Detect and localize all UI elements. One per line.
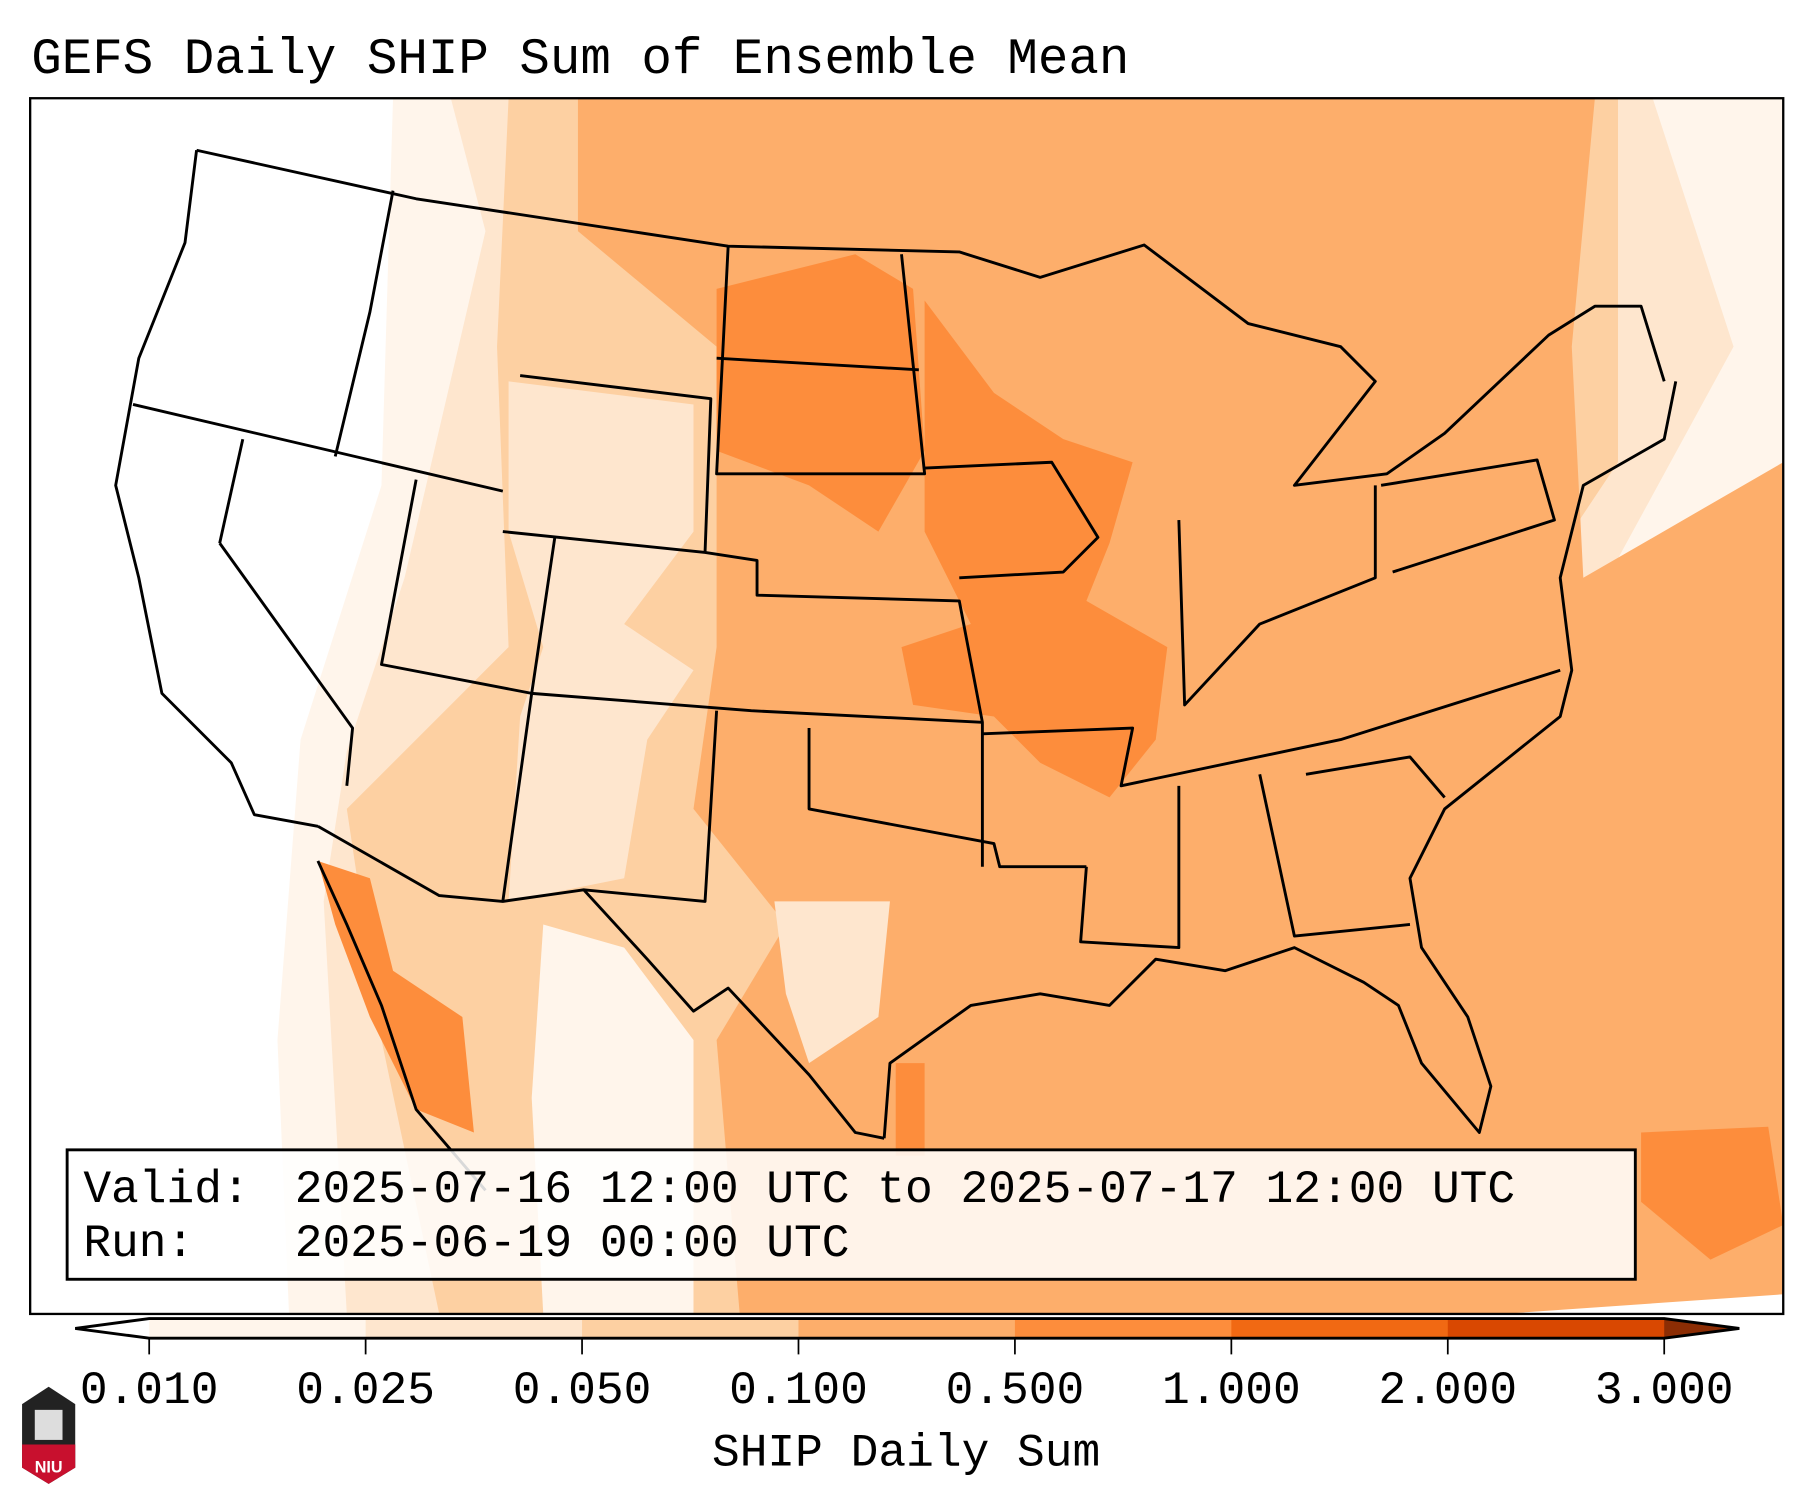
state-line: [218, 438, 245, 544]
colorbar-tick-label: 3.000: [1595, 1365, 1734, 1417]
field-light-west-inner: [508, 381, 694, 902]
colorbar-bin: [798, 1318, 1016, 1339]
field-dark-dakotas: [716, 254, 925, 532]
colorbar-bin: [1231, 1318, 1449, 1339]
info-box: Valid: 2025-07-16 12:00 UTC to 2025-07-1…: [65, 1148, 1637, 1281]
colorbar-bin: [149, 1318, 367, 1339]
run-value: 2025-06-19 00:00 UTC: [295, 1218, 850, 1270]
us-mexico-border: [317, 825, 885, 1140]
colorbar-over-extension: [1664, 1318, 1740, 1339]
state-line: [519, 374, 713, 553]
gulf-coast: [882, 381, 1678, 1139]
colorbar-bin: [1014, 1318, 1232, 1339]
colorbar-tick-label: 1.000: [1162, 1365, 1301, 1417]
boundaries: [114, 148, 1678, 1192]
colorbar-tick-label: 2.000: [1378, 1365, 1517, 1417]
niu-logo: NIU: [22, 1386, 76, 1484]
state-line: [924, 460, 1100, 580]
colorbar: 0.010 0.025 0.050 0.100 0.500 1.000 2.000 3.000: [75, 1317, 1740, 1417]
field-dark-iowa: [901, 300, 1168, 798]
state-line: [807, 728, 1087, 869]
state-line: [1258, 773, 1411, 938]
colorbar-bin: [1447, 1318, 1665, 1339]
state-line: [132, 403, 504, 493]
figure-title: GEFS Daily SHIP Sum of Ensemble Mean: [31, 32, 1129, 89]
colorbar-label: SHIP Daily Sum: [712, 1427, 1100, 1479]
state-line: [583, 710, 719, 903]
state-line: [1380, 458, 1556, 574]
state-line: [716, 356, 919, 372]
colorbar-bin: [365, 1318, 583, 1339]
colorbar-bin: [582, 1318, 800, 1339]
colorbar-tick-label: 0.050: [513, 1365, 652, 1417]
colorbar-under-extension: [75, 1318, 150, 1339]
colorbar-tick-label: 0.010: [80, 1365, 219, 1417]
state-line: [501, 537, 557, 902]
field-dark-baja: [317, 860, 474, 1133]
state-line: [982, 668, 1561, 788]
logo-text: NIU: [35, 1458, 63, 1476]
map-panel: [30, 98, 1784, 1314]
state-line: [1079, 785, 1181, 950]
field-light-texas: [774, 901, 890, 1064]
canada-us-border: [196, 148, 1666, 487]
mexico-coast: [316, 860, 487, 1192]
valid-label: Valid:: [83, 1164, 249, 1216]
colorbar-tick-label: 0.500: [946, 1365, 1085, 1417]
state-line: [1305, 755, 1446, 799]
state-line: [1177, 485, 1377, 707]
field-dark-gulf: [895, 1063, 925, 1156]
colorbar-tick-label: 0.025: [296, 1365, 435, 1417]
state-line: [218, 542, 355, 786]
state-line: [333, 190, 395, 457]
field-dark-caribbean: [1641, 1126, 1784, 1260]
colorbar-tick-label: 0.100: [729, 1365, 868, 1417]
run-label: Run:: [83, 1218, 194, 1270]
map-frame: [29, 97, 1785, 1316]
valid-value: 2025-07-16 12:00 UTC to 2025-07-17 12:00…: [295, 1164, 1515, 1216]
us-west-coast: [114, 150, 319, 828]
